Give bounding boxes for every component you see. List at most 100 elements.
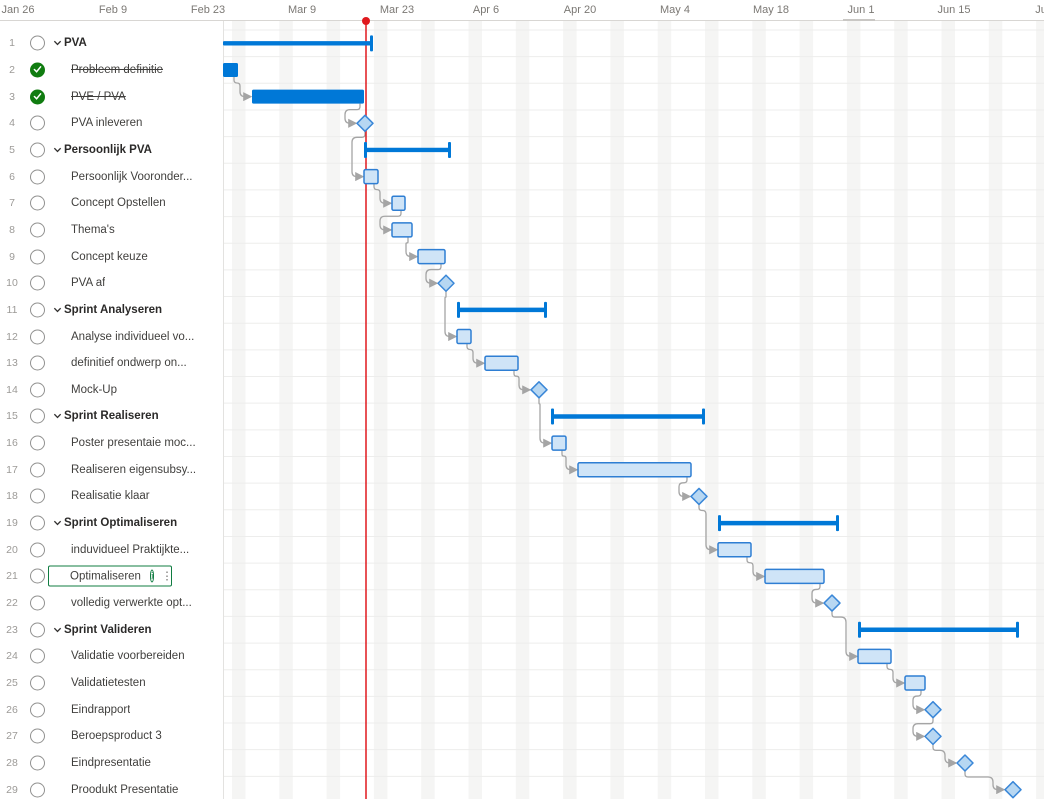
task-label[interactable]: Concept keuze [71,250,148,263]
task-label[interactable]: Beroepsproduct 3 [71,730,162,743]
task-row[interactable]: 23 Sprint Valideren [0,616,223,643]
task-row[interactable]: 26 Eindrapport [0,696,223,723]
task-row[interactable]: 22 volledig verwerkte opt... [0,590,223,617]
chevron-down-icon[interactable] [53,625,62,634]
task-label[interactable]: volledig verwerkte opt... [71,597,192,610]
gantt-milestone[interactable] [530,381,548,399]
task-checkbox[interactable] [30,435,45,451]
task-checkbox[interactable] [30,755,45,771]
task-checkbox[interactable] [30,195,45,211]
task-label[interactable]: PVA af [71,277,106,290]
task-row[interactable]: 13 definitief ondwerp on... [0,350,223,377]
gantt-bar-task[interactable] [484,355,519,371]
gantt-milestone[interactable] [690,487,708,506]
task-row[interactable]: 8 Thema's [0,217,223,244]
task-checkbox[interactable] [30,648,45,664]
task-checkbox[interactable] [30,408,45,424]
chevron-down-icon[interactable] [53,519,62,528]
task-row[interactable]: 17 Realiseren eigensubsy... [0,456,223,483]
task-checkbox[interactable] [30,169,45,185]
task-checkbox[interactable] [30,488,45,504]
task-row[interactable]: 9 Concept keuze [0,243,223,270]
task-label[interactable]: Eindpresentatie [71,756,151,769]
task-checkbox[interactable] [30,782,45,798]
gantt-bar-summary[interactable] [719,520,838,526]
gantt-bar-task[interactable] [456,328,472,345]
task-label[interactable]: PVA [64,37,87,50]
gantt-bar-summary[interactable] [365,147,450,153]
task-row[interactable]: 18 Realisatie klaar [0,483,223,510]
task-row[interactable]: 28 Eindpresentatie [0,750,223,777]
task-row[interactable]: 12 Analyse individueel vo... [0,323,223,350]
task-label[interactable]: Eindrapport [71,703,131,716]
gantt-milestone[interactable] [437,274,455,292]
gantt-bar-summary[interactable] [458,307,546,313]
more-options-icon[interactable]: ⋮ [161,570,173,583]
gantt-milestone[interactable] [924,700,942,719]
task-row[interactable]: 10 PVA af [0,270,223,297]
task-row[interactable]: 5 Persoonlijk PVA [0,137,223,164]
task-row[interactable]: 19 Sprint Optimaliseren [0,510,223,537]
task-label[interactable]: Validatie voorbereiden [71,650,185,663]
task-label[interactable]: Mock-Up [71,383,118,396]
task-checkbox[interactable] [30,462,45,478]
gantt-bar-task[interactable] [857,648,892,665]
selected-task-box[interactable]: Optimaliseren i ⋮ [48,565,173,587]
gantt-bar-task[interactable] [363,168,379,185]
task-checkbox[interactable] [30,115,45,131]
task-checkbox[interactable] [30,275,45,291]
chevron-down-icon[interactable] [53,39,62,48]
task-checkbox[interactable] [30,329,45,345]
task-row[interactable]: 7 Concept Opstellen [0,190,223,217]
task-label[interactable]: PVA inleveren [71,117,143,130]
gantt-milestone[interactable] [1004,780,1022,799]
task-label[interactable]: Analyse individueel vo... [71,330,195,343]
task-row[interactable]: 24 Validatie voorbereiden [0,643,223,670]
task-checkbox[interactable] [30,142,45,158]
task-checkbox[interactable] [30,675,45,691]
task-checkbox[interactable] [30,728,45,744]
info-icon[interactable]: i [149,569,155,583]
task-checkbox[interactable] [30,382,45,398]
task-checkbox[interactable] [30,35,45,51]
gantt-bar-task[interactable] [391,222,413,238]
task-checkbox[interactable] [30,568,45,584]
task-row[interactable]: 20 induvidueel Praktijkte... [0,536,223,563]
task-label[interactable]: Sprint Valideren [64,623,152,636]
gantt-bar-task[interactable] [417,248,446,265]
task-label[interactable]: Realisatie klaar [71,490,150,503]
task-label[interactable]: Sprint Analyseren [64,303,162,316]
task-row[interactable]: 6 Persoonlijk Vooronder... [0,163,223,190]
task-label[interactable]: Realiseren eigensubsy... [71,463,197,476]
task-label[interactable]: Probleem definitie [71,63,164,76]
task-label[interactable]: Persoonlijk Vooronder... [71,170,193,183]
timeline-date-header[interactable]: Jan 26 Feb 9 Feb 23 Mar 9 Mar 23 Apr 6 Apr 20 M… [0,0,1044,21]
task-row[interactable]: 15 Sprint Realiseren [0,403,223,430]
task-checkbox[interactable] [30,702,45,718]
task-label[interactable]: Optimaliseren [70,570,141,583]
task-label[interactable]: Thema's [71,223,115,236]
gantt-bar-task[interactable] [223,62,238,77]
gantt-bar-summary[interactable] [859,627,1018,632]
gantt-milestone[interactable] [924,727,942,746]
gantt-bar-task[interactable] [252,89,364,104]
task-checkbox[interactable] [30,542,45,558]
chevron-down-icon[interactable] [53,412,62,421]
task-checkbox[interactable] [30,302,45,318]
gantt-bar-task[interactable] [577,462,692,478]
task-checkbox[interactable] [30,222,45,238]
gantt-bar-task[interactable] [717,542,752,558]
task-label[interactable]: PVE / PVA [71,90,126,103]
task-row[interactable]: 1 PVA [0,30,223,57]
gantt-bar-summary[interactable] [223,41,372,46]
task-row[interactable]: 21 Optimaliseren i ⋮ [0,563,223,590]
task-row[interactable]: 2 Probleem definitie [0,57,223,84]
gantt-bar-task[interactable] [764,568,825,585]
task-row[interactable]: 14 Mock-Up [0,377,223,404]
header-scroll-indicator[interactable] [843,19,875,21]
task-label[interactable]: Concept Opstellen [71,197,166,210]
gantt-milestone[interactable] [956,754,974,772]
task-row[interactable]: 3 PVE / PVA [0,83,223,110]
gantt-bar-task[interactable] [391,195,406,212]
task-row[interactable]: 25 Validatietesten [0,670,223,697]
